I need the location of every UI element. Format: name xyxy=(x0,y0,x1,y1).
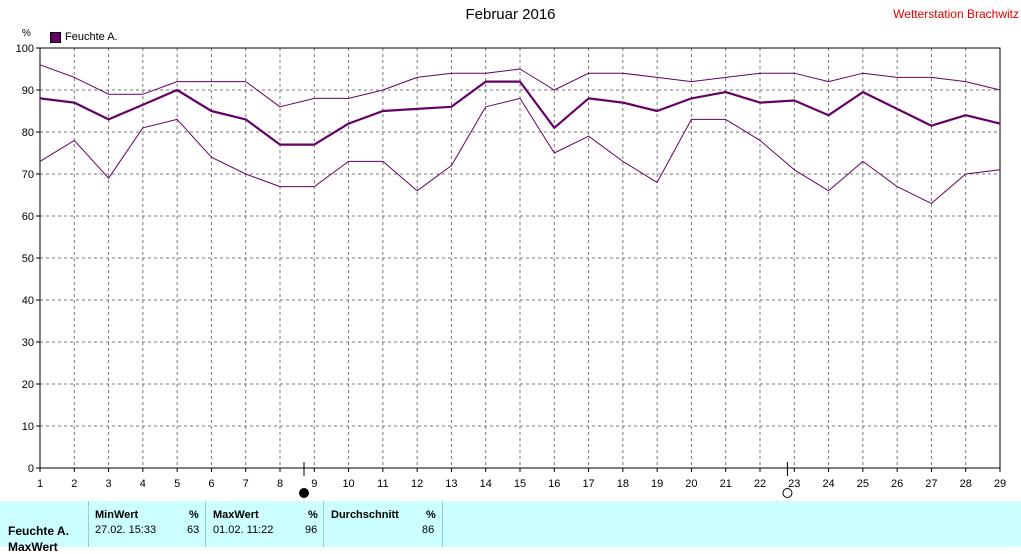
stats-avg-cell: Durchschnitt % 86 xyxy=(323,501,443,547)
y-tick-label: 80 xyxy=(22,127,34,139)
x-tick-label: 29 xyxy=(994,478,1006,490)
x-tick-label: 8 xyxy=(277,478,283,490)
full-moon-icon xyxy=(299,488,309,498)
x-tick-label: 22 xyxy=(754,478,766,490)
y-tick-label: 60 xyxy=(22,211,34,223)
x-tick-label: 13 xyxy=(445,478,457,490)
x-tick-label: 27 xyxy=(925,478,937,490)
x-tick-label: 12 xyxy=(411,478,423,490)
x-tick-label: 3 xyxy=(106,478,112,490)
x-tick-label: 11 xyxy=(377,478,388,490)
stats-min-unit: % xyxy=(189,509,199,521)
moon-markers xyxy=(299,462,793,498)
series-line-max xyxy=(39,64,1001,108)
x-tick-label: 18 xyxy=(617,478,629,490)
x-tick-label: 26 xyxy=(891,478,903,490)
x-tick-label: 5 xyxy=(174,478,180,490)
series-line-min xyxy=(39,97,1001,204)
chart-grid xyxy=(40,47,1000,468)
x-tick-label: 1 xyxy=(37,478,43,490)
chart-series xyxy=(39,64,1001,204)
chart-legend: Feuchte A. xyxy=(50,31,118,43)
y-tick-label: 30 xyxy=(22,337,34,349)
chart-title: Februar 2016 xyxy=(465,6,556,23)
stats-panel: Feuchte A. MaxWert MinWert % 27.02. 15:3… xyxy=(0,501,1021,554)
stats-min-value: 63 xyxy=(187,524,200,536)
x-tick-label: 25 xyxy=(857,478,869,490)
x-tick-label: 2 xyxy=(71,478,77,490)
stats-max-value: 96 xyxy=(305,524,318,536)
x-tick-label: 28 xyxy=(960,478,972,490)
legend-swatch xyxy=(50,31,61,43)
stats-min-cell: MinWert % 27.02. 15:33 63 xyxy=(88,501,206,547)
stats-max-unit: % xyxy=(308,509,318,521)
stats-max-cell: MaxWert % 01.02. 11:22 96 xyxy=(205,501,324,547)
x-tick-label: 21 xyxy=(720,478,732,490)
x-tick-label: 6 xyxy=(208,478,214,490)
new-moon-icon xyxy=(782,488,793,498)
y-tick-label: 20 xyxy=(22,379,34,391)
stats-max-time: 01.02. 11:22 xyxy=(213,524,274,536)
y-tick-label: 0 xyxy=(28,463,34,475)
x-tick-label: 19 xyxy=(651,478,663,490)
x-tick-label: 10 xyxy=(342,478,354,490)
station-name: Wetterstation Brachwitz xyxy=(893,7,1019,21)
x-tick-label: 16 xyxy=(548,478,560,490)
x-tick-label: 4 xyxy=(140,478,146,490)
y-tick-label: 70 xyxy=(22,169,34,181)
x-tick-label: 15 xyxy=(514,478,526,490)
x-tick-label: 17 xyxy=(582,478,594,490)
stats-min-header: MinWert xyxy=(95,509,139,521)
stats-avg-value: 86 xyxy=(422,524,435,536)
stats-row-label-2: MaxWert xyxy=(8,540,58,554)
x-tick-label: 24 xyxy=(822,478,834,490)
stats-min-time: 27.02. 15:33 xyxy=(95,524,157,536)
stats-row-label: Feuchte A. xyxy=(8,524,69,538)
y-axis-unit: % xyxy=(22,28,31,39)
stats-avg-unit: % xyxy=(426,509,436,521)
y-tick-label: 40 xyxy=(22,295,34,307)
y-tick-label: 100 xyxy=(16,43,34,55)
legend-label: Feuchte A. xyxy=(65,31,118,43)
x-tick-label: 9 xyxy=(311,478,317,490)
x-tick-label: 7 xyxy=(243,478,249,490)
series-line-avg xyxy=(39,80,1001,146)
y-tick-label: 90 xyxy=(22,85,34,97)
x-tick-label: 23 xyxy=(788,478,800,490)
x-tick-label: 14 xyxy=(480,478,492,490)
y-tick-label: 10 xyxy=(22,421,34,433)
stats-max-header: MaxWert xyxy=(213,509,259,521)
y-tick-label: 50 xyxy=(22,253,34,265)
x-tick-label: 20 xyxy=(685,478,697,490)
stats-avg-header: Durchschnitt xyxy=(331,509,399,521)
